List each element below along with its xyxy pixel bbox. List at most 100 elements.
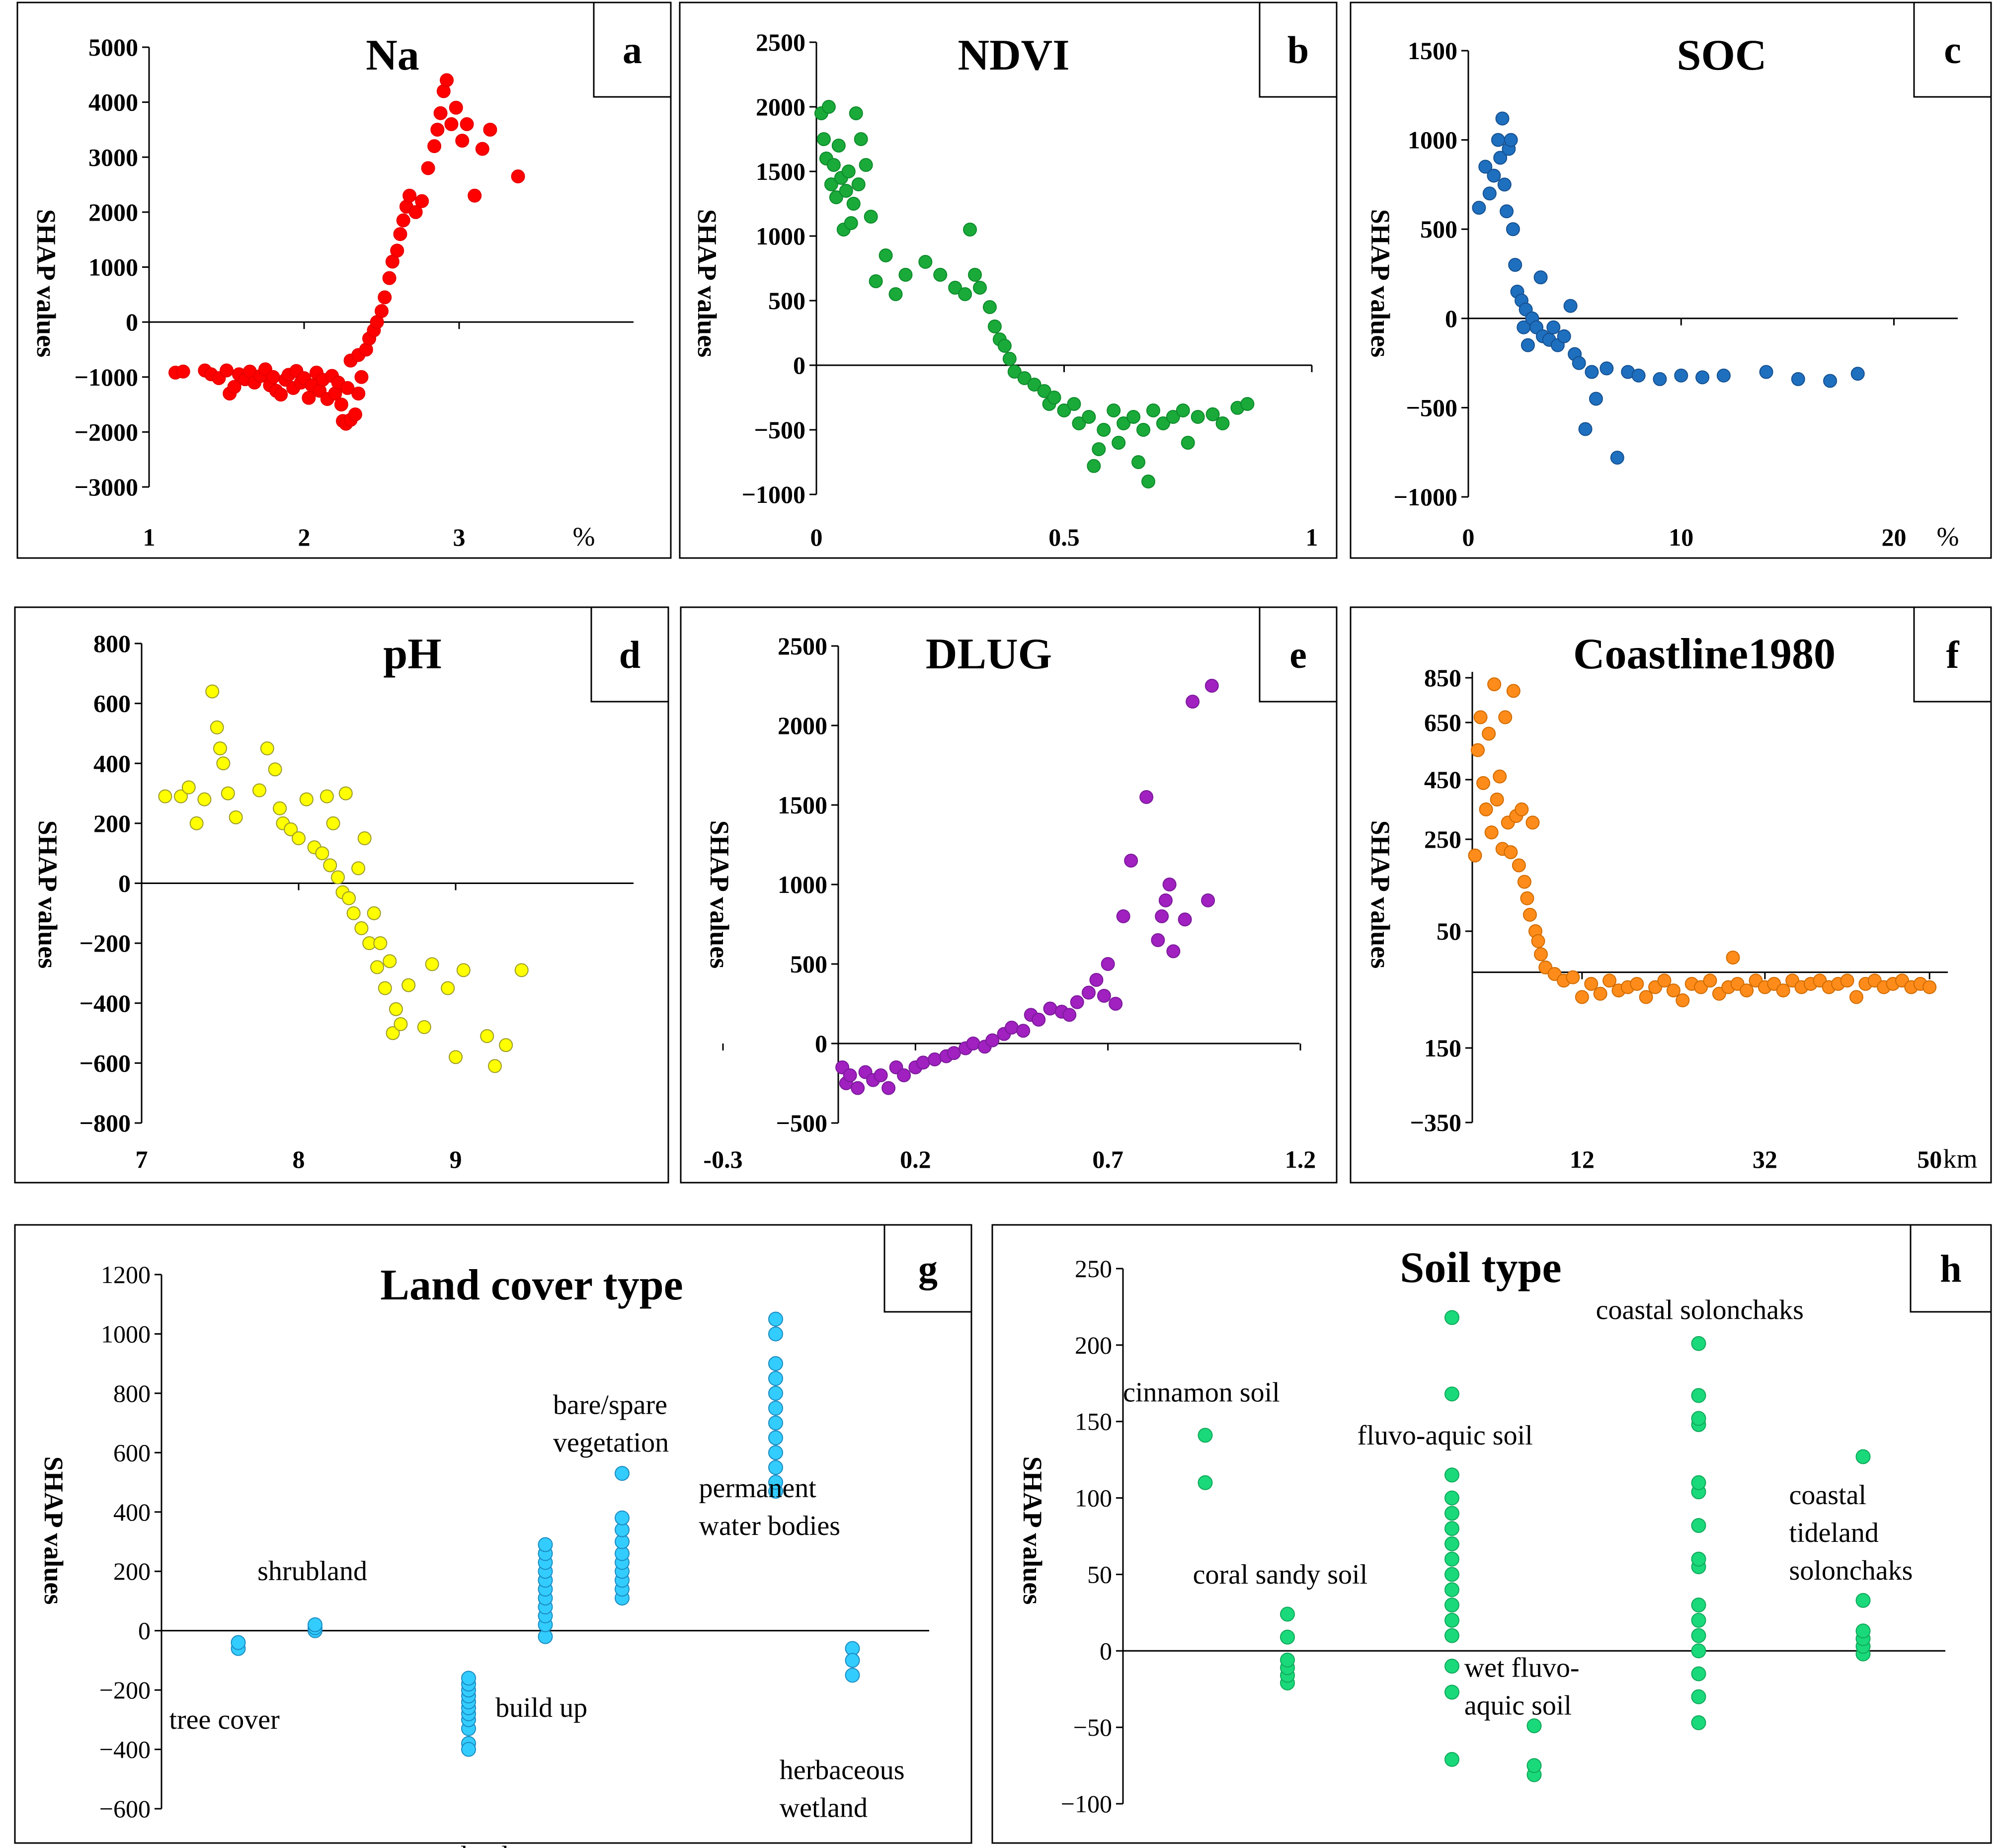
data-point: [1444, 1612, 1459, 1628]
data-point: [1922, 980, 1937, 994]
y-tick-label: −350: [1410, 1109, 1462, 1136]
data-point: [768, 1445, 783, 1460]
y-tick-label: −600: [80, 1049, 131, 1077]
data-point: [1116, 909, 1130, 923]
data-point: [1444, 1490, 1459, 1506]
data-point: [1855, 1593, 1871, 1608]
data-point: [1691, 1597, 1706, 1612]
data-point: [480, 1029, 494, 1044]
data-point: [1444, 1582, 1459, 1598]
x-tick-label: 0.7: [1092, 1145, 1123, 1173]
data-point: [1444, 1467, 1459, 1483]
panel-g: g −600 −400 −200 0 200 400 600 800 1000 1200 SHAP v…: [14, 1224, 972, 1848]
y-tick-label: 2500: [778, 632, 827, 660]
data-point: [1610, 450, 1624, 465]
data-point: [292, 831, 306, 846]
data-point: [158, 789, 172, 803]
data-point: [851, 177, 866, 191]
y-tick-label: 500: [768, 287, 805, 315]
data-point: [1005, 1021, 1019, 1035]
data-point: [266, 370, 280, 384]
data-point: [189, 816, 204, 830]
data-point: [382, 271, 397, 285]
data-point: [1517, 875, 1531, 889]
y-tick-label: 0: [126, 308, 138, 336]
data-point: [227, 380, 241, 394]
data-point: [963, 223, 977, 237]
x-tick-label: 3: [453, 523, 466, 551]
data-point: [1444, 1659, 1459, 1674]
data-point: [1691, 1336, 1706, 1351]
category-label: wet fluvo-aquic soil: [1464, 1653, 1580, 1721]
data-point: [841, 164, 856, 178]
data-point: [1487, 677, 1502, 692]
x-unit: km: [1943, 1144, 1977, 1174]
data-point: [829, 190, 843, 204]
y-tick-label: 250: [1424, 825, 1461, 853]
data-point: [1198, 1475, 1213, 1490]
x-tick-label: 50: [1917, 1145, 1942, 1173]
data-point: [898, 268, 913, 282]
data-point: [1107, 403, 1121, 417]
data-point: [859, 158, 873, 172]
data-point: [1759, 365, 1773, 379]
data-point: [1162, 878, 1177, 891]
data-point: [1136, 423, 1151, 437]
data-point: [340, 381, 355, 395]
panel-frame: [14, 1224, 972, 1844]
data-point: [1557, 329, 1571, 343]
data-point: [1178, 912, 1192, 927]
data-point: [1691, 1388, 1706, 1403]
data-point: [1240, 397, 1255, 411]
y-tick-label: 2000: [756, 93, 805, 121]
data-point: [210, 720, 224, 734]
data-point: [982, 300, 997, 314]
data-point: [1176, 403, 1190, 417]
data-point: [1002, 352, 1017, 366]
data-point: [1479, 802, 1493, 816]
y-tick-label: 3000: [88, 143, 138, 171]
y-tick-label: 1000: [756, 222, 805, 250]
data-point: [348, 407, 362, 421]
data-point: [1280, 1629, 1295, 1645]
data-point: [421, 161, 435, 175]
data-point: [839, 184, 853, 198]
y-tick-label: −1000: [1394, 483, 1458, 511]
panel-letter: b: [1287, 28, 1309, 72]
y-tick-label: 600: [113, 1439, 151, 1466]
y-axis-label: SHAP values: [1018, 1456, 1047, 1605]
data-point: [1070, 995, 1084, 1009]
data-point: [229, 810, 243, 824]
data-point: [1043, 1001, 1057, 1016]
data-point: [433, 106, 448, 120]
panel-frame: [14, 606, 669, 1184]
y-tick-label: 0: [1100, 1637, 1112, 1665]
y-tick-label: 1500: [756, 158, 805, 185]
data-point: [323, 858, 337, 873]
data-point: [768, 1400, 783, 1416]
data-point: [538, 1537, 553, 1552]
data-point: [1151, 933, 1165, 947]
y-tick-label: 200: [1075, 1331, 1112, 1359]
y-tick-label: 500: [790, 950, 827, 978]
data-point: [351, 386, 366, 401]
x-tick-label: -0.3: [703, 1145, 742, 1173]
data-point: [370, 960, 384, 974]
y-tick-label: 50: [1437, 917, 1461, 945]
data-point: [1444, 1567, 1459, 1582]
data-point: [273, 801, 287, 815]
data-point: [1444, 1536, 1459, 1551]
y-axis-label: SHAP values: [33, 820, 63, 969]
panel-title: Coastline1980: [1573, 630, 1836, 678]
data-point: [1493, 151, 1508, 165]
x-unit: %: [1937, 522, 1959, 552]
data-point: [948, 281, 962, 295]
data-point: [351, 861, 366, 876]
data-point: [1112, 436, 1126, 450]
data-point: [1504, 845, 1518, 859]
x-tick-label: 10: [1669, 523, 1693, 551]
data-point: [1666, 983, 1680, 998]
data-point: [864, 210, 878, 224]
data-point: [1691, 1643, 1706, 1659]
